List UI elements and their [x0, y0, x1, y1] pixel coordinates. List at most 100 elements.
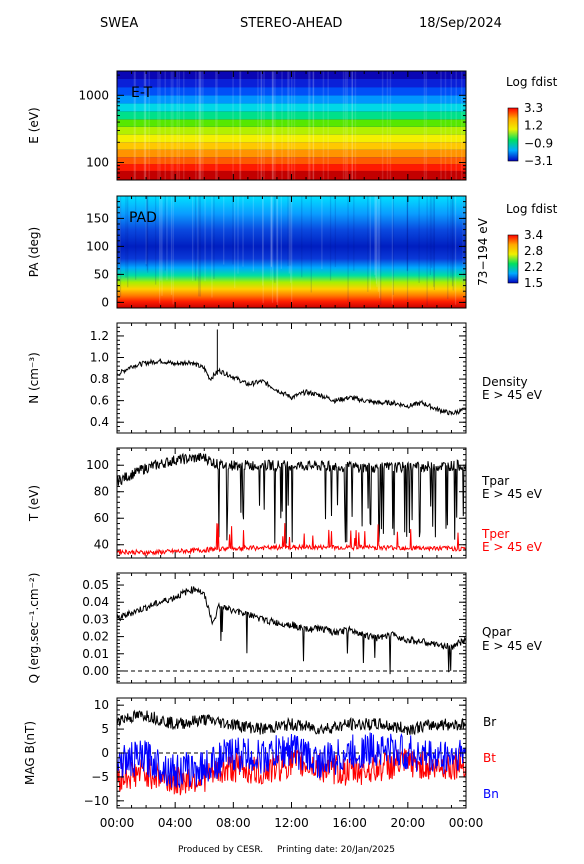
- spectrogram-striation: [272, 71, 274, 180]
- spectrogram-striation: [183, 71, 185, 180]
- colorbar-label: 1.5: [524, 276, 543, 290]
- y-axis-label: Q (erg.sec⁻¹.cm⁻²): [27, 573, 41, 684]
- spectrogram-striation: [450, 71, 453, 180]
- pad-striation: [164, 196, 166, 271]
- y-tick-label: 5: [101, 722, 109, 736]
- pad-striation: [462, 196, 464, 292]
- spectrogram-striation: [309, 71, 311, 180]
- pad-striation: [270, 196, 272, 267]
- spectrogram-striation: [423, 71, 426, 180]
- spectrogram-striation: [381, 71, 384, 180]
- pad-striation: [271, 196, 274, 303]
- spectrogram-striation: [260, 71, 263, 180]
- pad-striation: [353, 196, 355, 271]
- x-tick-label: 04:00: [158, 816, 193, 830]
- pad-striation: [125, 196, 127, 278]
- pad-striation: [392, 196, 394, 295]
- spectrogram-striation: [293, 71, 296, 180]
- qpar-series: [116, 586, 467, 675]
- colorbar-label: 3.4: [524, 228, 543, 242]
- pad-striation: [280, 196, 282, 269]
- spectrogram-striation: [202, 71, 204, 180]
- energy-band: [117, 119, 466, 127]
- spectrogram-striation: [389, 71, 392, 180]
- spectrogram-striation: [444, 71, 447, 180]
- pad-striation: [270, 196, 273, 268]
- spectrogram-striation: [195, 71, 197, 180]
- x-tick-label: 00:00: [449, 816, 484, 830]
- panel-label: PAD: [129, 210, 157, 226]
- legend-bn: Bn: [483, 787, 499, 801]
- x-tick-label: 08:00: [216, 816, 251, 830]
- pad-striation: [462, 196, 464, 293]
- spectrogram-striation: [346, 71, 348, 180]
- pad-striation: [242, 196, 244, 267]
- spectrogram-striation: [312, 71, 315, 180]
- y-tick-label: 80: [94, 485, 109, 499]
- footer-produced-by: Produced by CESR.: [178, 845, 263, 855]
- legend-sublabel: E > 45 eV: [482, 639, 543, 653]
- y-tick-label: 10: [94, 698, 109, 712]
- y-tick-label: 0.4: [90, 415, 109, 429]
- energy-range-label: 73−194 eV: [476, 217, 490, 285]
- pad-striation: [377, 196, 380, 292]
- pad-striation: [194, 196, 197, 281]
- panel-label: E-T: [131, 85, 153, 101]
- spectrogram-striation: [200, 71, 202, 180]
- spectrogram-striation: [322, 71, 325, 180]
- spectrogram-striation: [386, 71, 389, 180]
- spectrogram-striation: [425, 71, 428, 180]
- x-tick-label: 00:00: [100, 816, 135, 830]
- spectrogram-striation: [134, 71, 136, 180]
- colorbar-title: Log fdist: [506, 75, 558, 89]
- pad-striation: [375, 196, 378, 284]
- pad-striation: [374, 196, 377, 279]
- y-tick-label: 1.2: [90, 329, 109, 343]
- colorbar-label: 3.3: [524, 101, 543, 115]
- spectrogram-striation: [172, 71, 174, 180]
- energy-band: [117, 78, 466, 88]
- spectrogram-striation: [239, 71, 242, 180]
- spectrogram-striation: [440, 71, 442, 180]
- colorbar-label: 2.2: [524, 260, 543, 274]
- legend-label: Density: [482, 375, 528, 389]
- spectrogram-striation: [216, 71, 218, 180]
- y-axis-label: T (eV): [27, 485, 41, 522]
- pad-striation: [380, 196, 382, 305]
- pad-striation: [431, 196, 433, 268]
- spectrogram-striation: [281, 71, 283, 180]
- colorbar-label: −3.1: [524, 154, 553, 168]
- pad-striation: [160, 196, 162, 281]
- energy-band: [117, 87, 466, 96]
- energy-band: [117, 103, 466, 112]
- spectrogram-striation: [307, 71, 310, 180]
- y-tick-label: 60: [94, 511, 109, 525]
- y-tick-label: 0.02: [82, 630, 109, 644]
- pad-striation: [119, 196, 121, 280]
- pad-striation: [289, 196, 291, 266]
- pad-striation: [198, 196, 200, 297]
- pad-striation: [170, 196, 173, 295]
- y-tick-label: 40: [94, 538, 109, 552]
- energy-band: [117, 111, 466, 120]
- pad-striation: [192, 196, 194, 281]
- spectrogram-striation: [290, 71, 293, 180]
- pad-striation: [161, 196, 163, 296]
- pad-striation: [369, 196, 371, 290]
- y-tick-label: 150: [86, 211, 109, 225]
- spectrogram-striation: [344, 71, 347, 180]
- pad-striation: [329, 196, 332, 281]
- x-tick-label: 12:00: [274, 816, 309, 830]
- pad-striation: [234, 196, 236, 289]
- legend-label: Qpar: [482, 625, 511, 639]
- pad-striation: [429, 196, 431, 276]
- spectrogram-striation: [260, 71, 262, 180]
- instrument-title: SWEA: [100, 16, 138, 31]
- pad-striation: [452, 196, 454, 291]
- spectrogram-striation: [143, 71, 146, 180]
- spectrogram-striation: [351, 71, 353, 180]
- spectrogram-striation: [178, 71, 180, 180]
- spectrogram-striation: [170, 71, 173, 180]
